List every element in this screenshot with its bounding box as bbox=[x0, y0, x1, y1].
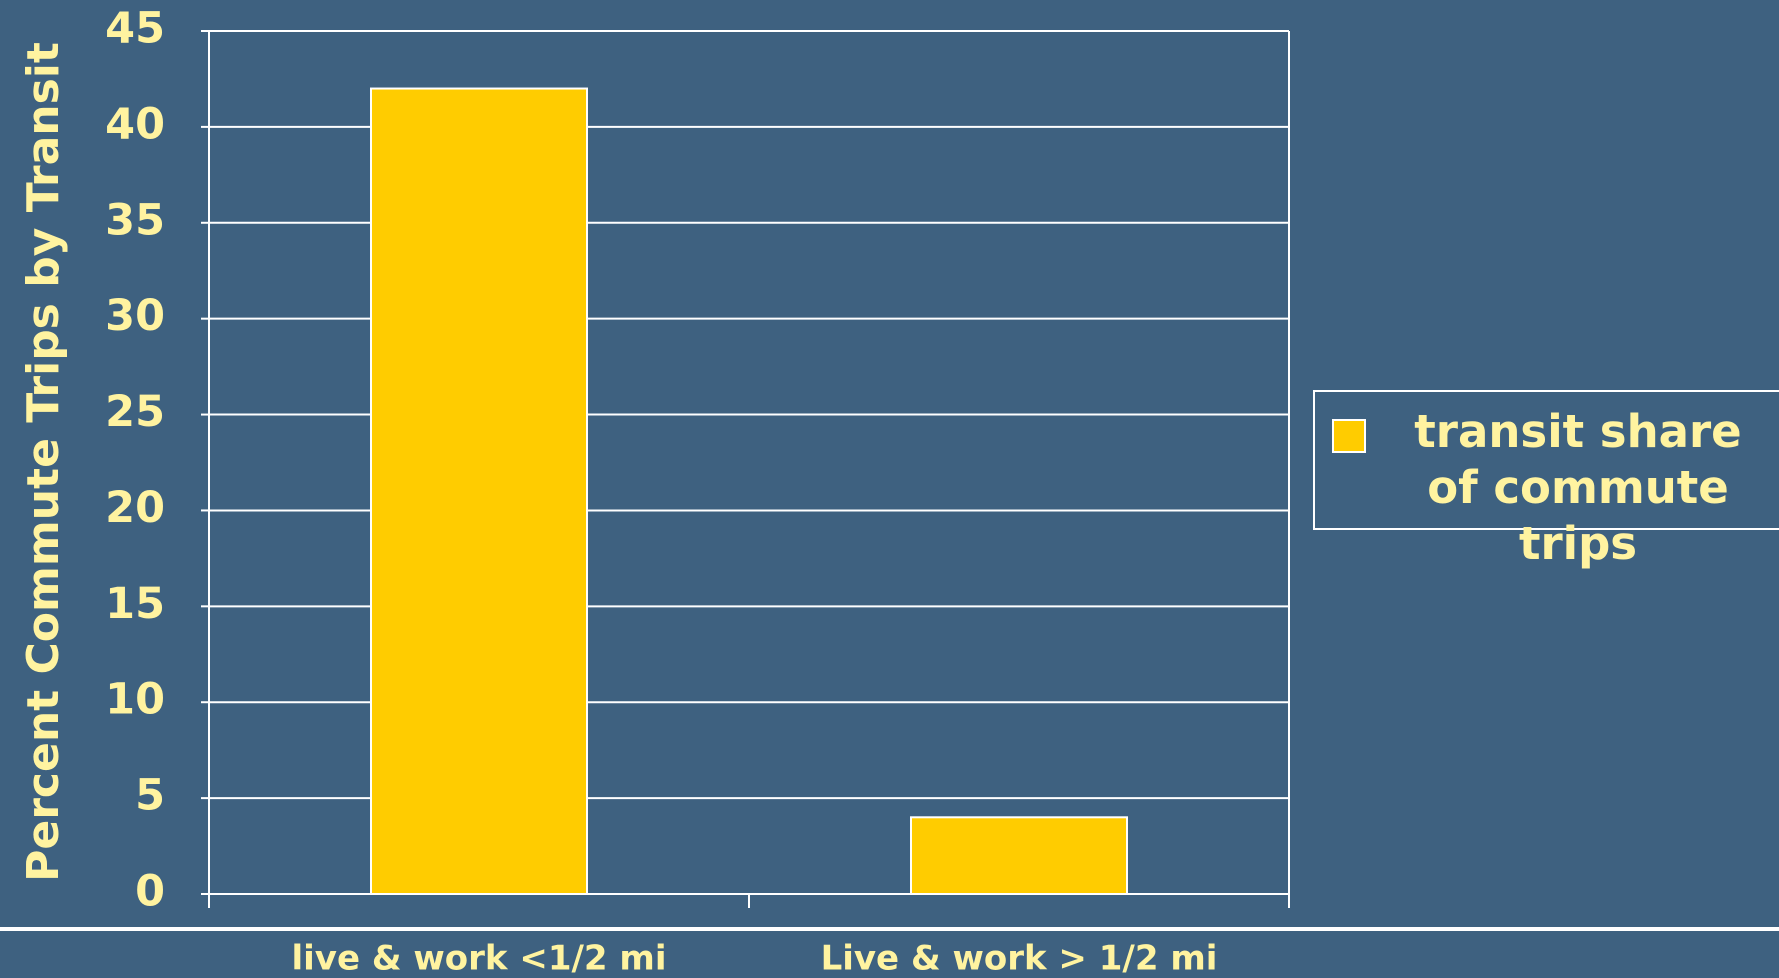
legend: transit share of commute trips bbox=[1313, 390, 1779, 570]
legend-label: transit share of commute trips bbox=[1414, 405, 1742, 570]
y-tick-label: 30 bbox=[105, 291, 165, 341]
y-tick-label: 20 bbox=[105, 483, 165, 533]
bar bbox=[910, 816, 1128, 895]
y-axis-label: Percent Commute Trips by Transit bbox=[18, 42, 69, 882]
y-tick-label: 5 bbox=[135, 771, 165, 821]
y-tick-label: 15 bbox=[105, 579, 165, 629]
legend-swatch bbox=[1332, 419, 1366, 453]
y-tick-label: 45 bbox=[105, 4, 165, 54]
y-tick-label: 25 bbox=[105, 387, 165, 437]
x-tick-label: live & work <1/2 mi bbox=[292, 939, 667, 978]
x-tick-label: Live & work > 1/2 mi bbox=[821, 939, 1218, 978]
y-tick-label: 40 bbox=[105, 99, 165, 149]
bar bbox=[370, 87, 588, 896]
y-tick-label: 35 bbox=[105, 195, 165, 245]
y-tick-label: 10 bbox=[105, 675, 165, 725]
y-tick-label: 0 bbox=[135, 867, 165, 917]
